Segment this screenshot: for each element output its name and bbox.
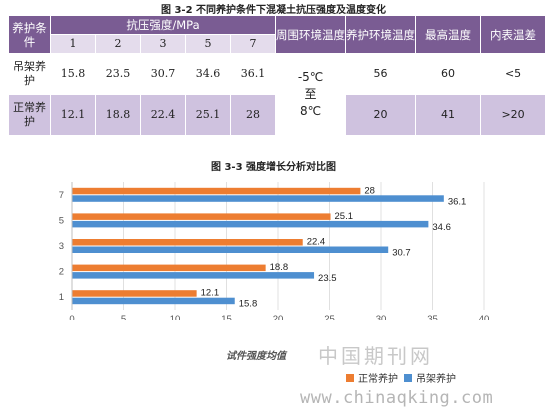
age-7: 7 bbox=[229, 34, 277, 54]
cell-value: 18.8 bbox=[95, 94, 141, 136]
data-label: 23.5 bbox=[318, 273, 337, 284]
x-tick-label: 5 bbox=[121, 314, 126, 320]
x-tick-label: 25 bbox=[324, 314, 335, 320]
age-5: 5 bbox=[185, 34, 231, 54]
x-tick-label: 0 bbox=[69, 314, 74, 320]
age-1: 1 bbox=[50, 34, 96, 54]
watermark-url: www.chinaqking.com bbox=[300, 388, 494, 408]
x-axis-title: 试件强度均值 bbox=[226, 351, 286, 362]
cell-value: 34.6 bbox=[185, 53, 231, 95]
x-tick-label: 35 bbox=[427, 314, 438, 320]
bar-normal bbox=[72, 213, 331, 220]
legend-label-normal: 正常养护 bbox=[358, 374, 398, 385]
bar-normal bbox=[72, 239, 303, 246]
age-2: 2 bbox=[95, 34, 141, 54]
y-tick-label: 1 bbox=[59, 292, 64, 303]
bar-normal bbox=[72, 187, 361, 195]
data-label: 28 bbox=[364, 185, 375, 196]
chart-legend: 正常养护 吊架养护 bbox=[346, 370, 456, 385]
data-label: 36.1 bbox=[448, 196, 467, 207]
data-label: 34.6 bbox=[432, 222, 451, 233]
header-ambient: 周围环境温度 bbox=[275, 15, 347, 54]
bar-hanging bbox=[72, 272, 315, 279]
bar-hanging bbox=[72, 297, 235, 305]
data-label: 22.4 bbox=[307, 237, 326, 248]
strength-temperature-table: 养护条件 抗压强度/MPa 周围环境温度 养护环境温度 最高温度 内表温差 1 … bbox=[8, 15, 547, 136]
x-tick-label: 20 bbox=[273, 314, 284, 320]
cell-max-temp: 41 bbox=[415, 94, 482, 136]
bar-hanging bbox=[72, 195, 444, 202]
cell-diff: >20 bbox=[480, 94, 547, 136]
y-tick-label: 2 bbox=[59, 267, 64, 278]
cell-value: 30.7 bbox=[140, 53, 186, 95]
y-tick-label: 7 bbox=[59, 190, 64, 201]
row-name-normal: 正常养护 bbox=[8, 94, 51, 136]
data-label: 15.8 bbox=[239, 299, 257, 310]
header-max-temp: 最高温度 bbox=[415, 15, 482, 54]
row-name-hanging: 吊架养护 bbox=[8, 53, 51, 95]
header-surface-diff: 内表温差 bbox=[480, 15, 547, 54]
header-strength: 抗压强度/MPa bbox=[49, 15, 277, 35]
header-curing-env: 养护环境温度 bbox=[345, 15, 417, 54]
legend-swatch-normal bbox=[346, 373, 354, 382]
cell-curing-env: 20 bbox=[345, 94, 417, 136]
x-tick-label: 40 bbox=[479, 314, 490, 320]
watermark-logo-text: 中国期刊网 bbox=[318, 344, 433, 368]
age-3: 3 bbox=[140, 34, 186, 54]
y-tick-label: 3 bbox=[59, 241, 64, 252]
cell-value: 36.1 bbox=[229, 53, 277, 95]
strength-comparison-chart: 0 5 10 15 20 25 30 35 40 1 12.1 15.8 2 18.8 23.5 3 22.4 3… bbox=[59, 182, 490, 320]
cell-value: 25.1 bbox=[185, 94, 231, 136]
legend-label-hanging: 吊架养护 bbox=[416, 374, 456, 385]
bar-hanging bbox=[72, 220, 429, 228]
cell-value: 12.1 bbox=[50, 94, 96, 136]
data-label: 25.1 bbox=[335, 211, 354, 222]
cell-max-temp: 60 bbox=[415, 53, 482, 95]
x-tick-label: 15 bbox=[221, 314, 232, 320]
cell-value: 28 bbox=[229, 94, 277, 136]
x-tick-label: 30 bbox=[376, 314, 387, 320]
bar-normal bbox=[72, 264, 266, 272]
data-label: 18.8 bbox=[270, 262, 289, 273]
y-tick-label: 5 bbox=[59, 215, 64, 226]
header-condition: 养护条件 bbox=[8, 15, 51, 54]
cell-value: 23.5 bbox=[95, 53, 141, 95]
cell-curing-env: 56 bbox=[345, 53, 417, 95]
cell-value: 22.4 bbox=[140, 94, 186, 136]
data-label: 12.1 bbox=[201, 288, 220, 299]
x-tick-label: 10 bbox=[170, 314, 181, 320]
data-label: 30.7 bbox=[392, 248, 411, 259]
bar-hanging bbox=[72, 246, 389, 253]
bar-normal bbox=[72, 290, 197, 297]
legend-swatch-hanging bbox=[404, 373, 412, 382]
chart-caption: 图 3-3 强度增长分析对比图 bbox=[210, 162, 337, 173]
cell-value: 15.8 bbox=[50, 53, 96, 95]
table-caption: 图 3-2 不同养护条件下混凝土抗压强度及温度变化 bbox=[160, 5, 387, 16]
cell-diff: <5 bbox=[480, 53, 547, 95]
cell-ambient: -5℃ 至 8℃ bbox=[275, 53, 347, 136]
